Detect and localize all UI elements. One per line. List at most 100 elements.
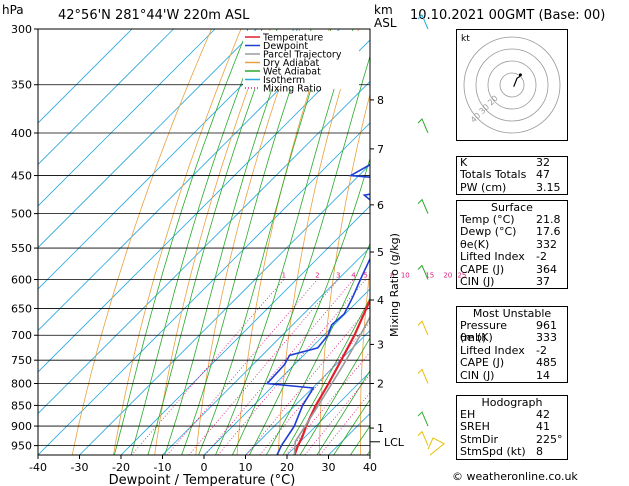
wind-barb [417, 14, 429, 30]
wet-adiabat-line [299, 337, 370, 455]
mixing-ratio-label: 3 [336, 272, 340, 280]
surface-row: CAPE (J) 364 [457, 262, 567, 276]
pressure-tick-label: 850 [11, 399, 32, 412]
legend-item: Parcel Trajectory [263, 50, 342, 61]
pressure-tick-label: 900 [11, 420, 32, 433]
mixing-ratio-label: 15 [425, 272, 434, 280]
surface-value: 364 [536, 262, 557, 276]
index-label: K [460, 156, 468, 169]
legend-item: Wet Adiabat [263, 67, 321, 78]
surface-label: Dewp (°C) [460, 225, 517, 239]
surface-panel: Surface Temp (°C) 21.8 Dewp (°C) 17.6 θe(K) 3… [456, 200, 568, 290]
mixing-ratio-label: 1 [282, 272, 286, 280]
mixing-ratio-label: 10 [401, 272, 410, 280]
mu-label: Lifted Index [460, 343, 525, 357]
mu-value: 333 [536, 331, 557, 345]
parcel-trajectory-line [293, 315, 370, 455]
mixing-ratio-label: 2 [315, 272, 319, 280]
dry-adiabat-line [236, 29, 330, 455]
mu-row: CAPE (J) 485 [457, 356, 567, 369]
station-location: 42°56'N 281°44'W 220m ASL [58, 8, 250, 23]
wind-barb [417, 264, 429, 280]
index-label: PW (cm) [460, 180, 507, 194]
copyright-footer: © weatheronline.co.uk [452, 470, 578, 483]
hodo-label: StmSpd (kt) [460, 445, 526, 459]
height-unit-km: km [374, 3, 393, 17]
index-label: Totals Totals [460, 168, 527, 182]
hodograph-storm-point [518, 73, 522, 77]
wet-adiabat-line [316, 370, 370, 455]
pressure-tick-label: 500 [11, 208, 32, 221]
hodo-value: 42 [536, 408, 550, 421]
surface-row: Lifted Index -2 [457, 250, 567, 264]
hodo-value: 41 [536, 420, 550, 434]
dry-adiabat-line [400, 29, 447, 457]
mu-value: 14 [536, 368, 550, 382]
dry-adiabat-line [360, 265, 370, 455]
pressure-tick-label: 450 [11, 170, 32, 183]
temperature-tick-label: -10 [154, 461, 172, 474]
isotherm-line [161, 246, 370, 455]
mixing-ratio-line [166, 279, 318, 455]
hodo-row: EH 42 [457, 408, 567, 421]
dry-adiabat-line [71, 29, 212, 455]
legend-item: Temperature [262, 33, 323, 44]
temperature-tick-label: 20 [280, 461, 294, 474]
pressure-tick-label: 550 [11, 242, 32, 255]
wind-barb [417, 430, 429, 446]
height-tick-label: 2 [377, 378, 384, 391]
mixing-ratio-label: 4 [351, 272, 356, 280]
mixing-ratio-axis-label: Mixing Ratio (g/kg) [388, 233, 401, 337]
mu-row: Lifted Index -2 [457, 343, 567, 357]
mixing-ratio-line [285, 351, 370, 455]
pressure-tick-label: 800 [11, 378, 32, 391]
hodo-value: 225° [536, 432, 563, 446]
hodo-row: StmDir 225° [457, 432, 567, 446]
indices-panel: K 32 Totals Totals 47 PW (cm) 3.15 [456, 156, 568, 196]
surface-value: -2 [536, 250, 547, 264]
temperature-tick-label: 30 [322, 461, 336, 474]
legend-item: Dewpoint [263, 41, 308, 52]
dry-adiabat-line [112, 29, 242, 455]
hodograph-panel: 20 30 40 kt [456, 29, 568, 141]
wind-barb [417, 320, 429, 336]
surface-row: θe(K) 332 [457, 237, 567, 251]
index-row: PW (cm) 3.15 [457, 180, 567, 194]
mu-label: θe (K) [460, 331, 493, 345]
hodograph-trace [513, 74, 521, 87]
mixing-ratio-label: 8 [390, 272, 394, 280]
surface-value: 332 [536, 237, 557, 251]
surface-row: CIN (J) 37 [457, 275, 567, 288]
pressure-tick-label: 400 [11, 127, 32, 140]
height-tick-label: 6 [377, 199, 384, 212]
height-tick-label: 8 [377, 94, 384, 107]
hodo-label: EH [460, 408, 476, 421]
mixing-ratio-label: 20 [443, 272, 452, 280]
mu-label: CIN (J) [460, 368, 495, 382]
height-unit-asl: ASL [374, 16, 397, 30]
index-row: Totals Totals 47 [457, 168, 567, 182]
pressure-tick-label: 700 [11, 329, 32, 342]
wind-barb [427, 437, 445, 456]
mu-row: CIN (J) 14 [457, 368, 567, 382]
surface-label: θe(K) [460, 237, 490, 251]
hodo-row: StmSpd (kt) 8 [457, 445, 567, 459]
legend-item: Mixing Ratio [263, 84, 322, 95]
legend-item: Dry Adiabat [263, 58, 320, 69]
datetime-label: 10.10.2021 00GMT (Base: 00) [410, 8, 606, 23]
hodo-label: SREH [460, 420, 490, 434]
dry-adiabat-line [582, 29, 608, 457]
temperature-tick-label: -20 [112, 461, 130, 474]
dry-adiabat-line [277, 29, 359, 455]
height-tick-label: 5 [377, 246, 384, 259]
wind-barb [417, 118, 429, 134]
isotherm-line [244, 329, 370, 455]
pressure-tick-label: 650 [11, 302, 32, 315]
mu-row: Pressure (mb) 961 [457, 319, 567, 344]
mixing-ratio-label: 5 [363, 272, 367, 280]
hodograph-table-title: Hodograph [481, 396, 543, 409]
wet-adiabat-line [147, 29, 278, 455]
height-tick-label: 3 [377, 338, 384, 351]
wind-barb [417, 411, 429, 427]
